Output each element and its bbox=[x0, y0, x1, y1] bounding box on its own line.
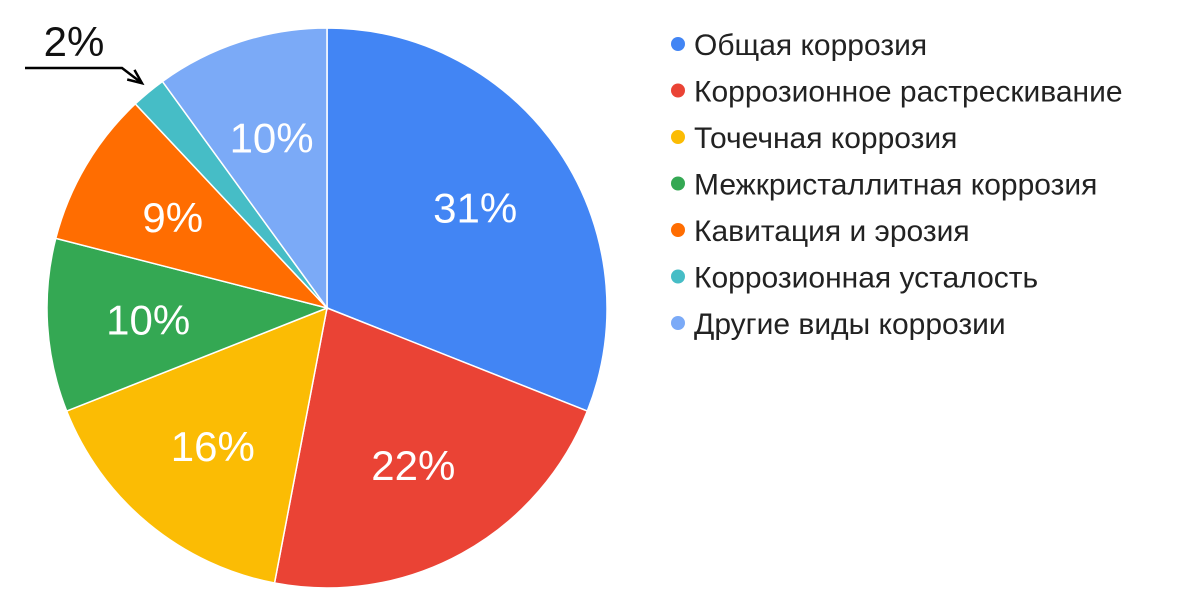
legend-marker-4 bbox=[671, 176, 685, 191]
legend-marker-6 bbox=[671, 269, 685, 284]
legend-label-6: Коррозионная усталость bbox=[694, 262, 1038, 295]
pie-slice-labels: 31% 22% 16% 10% 9% 10% bbox=[106, 115, 517, 489]
pie-slice-3 bbox=[65, 306, 328, 584]
pie-slice-4 bbox=[46, 237, 330, 413]
slice-label-6: 2% bbox=[44, 18, 105, 65]
legend-marker-2 bbox=[671, 83, 685, 98]
legend-label-4: Межкристаллитная коррозия bbox=[694, 169, 1097, 202]
callout-arrowhead bbox=[126, 69, 145, 86]
legend-label-2: Коррозионное растрескивание bbox=[694, 76, 1123, 109]
slice-label-1: 31% bbox=[433, 184, 517, 231]
legend-label-3: Точечная коррозия bbox=[694, 122, 957, 155]
pie-slice-5 bbox=[54, 102, 330, 310]
callout-line bbox=[25, 66, 143, 85]
slice-label-3: 16% bbox=[171, 423, 255, 470]
legend-marker-1 bbox=[671, 37, 685, 51]
pie-slices bbox=[46, 27, 608, 589]
legend-label-7: Другие виды коррозии bbox=[694, 308, 1006, 341]
slice-label-5: 9% bbox=[142, 194, 203, 241]
slice-label-4: 10% bbox=[106, 296, 190, 343]
legend: Общая коррозия Коррозионное растрескивани… bbox=[671, 29, 1123, 341]
legend-marker-3 bbox=[671, 130, 685, 144]
legend-label-1: Общая коррозия bbox=[694, 29, 927, 62]
pie-slice-1 bbox=[326, 27, 608, 413]
pie-callouts: 2% bbox=[25, 18, 145, 86]
legend-marker-7 bbox=[671, 316, 685, 330]
pie-slice-2 bbox=[273, 306, 589, 589]
slice-label-2: 22% bbox=[371, 442, 455, 489]
slice-label-7: 10% bbox=[230, 115, 314, 162]
legend-marker-5 bbox=[671, 223, 685, 237]
legend-label-5: Кавитация и эрозия bbox=[694, 215, 970, 248]
pie-slice-7 bbox=[161, 27, 328, 311]
